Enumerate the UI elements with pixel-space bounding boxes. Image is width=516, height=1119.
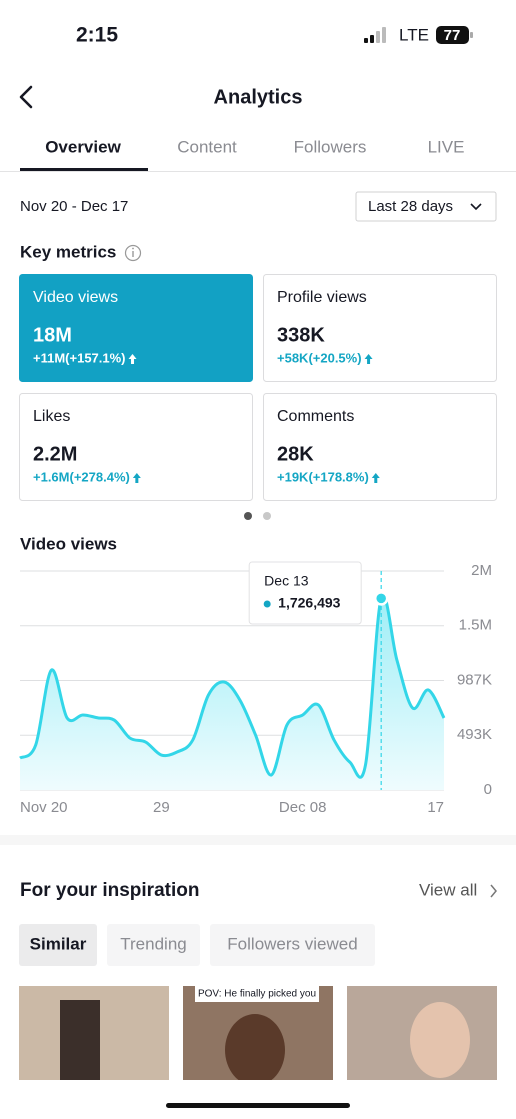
date-range: Nov 20 - Dec 17	[20, 198, 128, 215]
area	[20, 595, 444, 790]
tab[interactable]: Followers	[294, 137, 367, 156]
network-label: LTE	[399, 25, 429, 44]
line	[19, 593, 446, 779]
up-arrow	[128, 354, 137, 364]
filter-chip[interactable]	[107, 924, 200, 966]
tab[interactable]: Overview	[45, 137, 121, 156]
tab[interactable]: LIVE	[428, 137, 465, 156]
tooltip-value: 1,726,493	[278, 595, 340, 611]
page-dot	[263, 512, 271, 520]
metric-change: +11M(+157.1%)	[33, 350, 126, 365]
view-all-chevron	[490, 884, 497, 898]
y-tick-label: 493K	[457, 726, 492, 743]
metric-card[interactable]	[263, 274, 497, 382]
metric-card[interactable]	[263, 393, 497, 501]
battery-level: 77	[444, 27, 461, 44]
status-time: 2:15	[76, 24, 118, 47]
info-icon[interactable]	[124, 244, 142, 262]
y-tick-label: 2M	[471, 562, 492, 579]
metric-label: Comments	[277, 408, 354, 425]
filter-label: Similar	[30, 934, 87, 953]
active-tab-indicator	[20, 168, 148, 171]
tooltip-dot	[263, 600, 271, 608]
battery-cap	[470, 32, 473, 38]
metric-change: +19K(+178.8%)	[277, 469, 369, 484]
x-tick-label: 29	[153, 799, 170, 816]
y-tick-label: 987K	[457, 671, 492, 688]
x-tick-label: Nov 20	[20, 799, 68, 816]
up-arrow	[364, 354, 373, 364]
thumbnail-figure	[60, 1000, 100, 1080]
signal-icon	[364, 27, 386, 43]
filter-label: Followers viewed	[227, 934, 357, 953]
x-tick-label: 17	[427, 799, 444, 816]
section-title: Key metrics	[20, 242, 116, 261]
dropdown-chevron	[470, 203, 482, 211]
battery	[436, 26, 469, 44]
selected-point	[373, 591, 389, 606]
tab[interactable]: Content	[177, 137, 237, 156]
metric-card[interactable]	[19, 274, 253, 382]
inspiration-title: For your inspiration	[20, 880, 199, 901]
metric-card[interactable]	[19, 393, 253, 501]
metric-value: 2.2M	[33, 443, 77, 465]
page-dot-active	[244, 512, 252, 520]
up-arrow	[132, 473, 141, 483]
metric-value: 18M	[33, 324, 72, 346]
filter-chip[interactable]	[19, 924, 97, 966]
tooltip-date: Dec 13	[264, 573, 309, 589]
thumbnail-figure	[225, 1014, 285, 1086]
up-arrow	[371, 473, 380, 483]
period-label: Last 28 days	[368, 198, 453, 215]
home-indicator	[166, 1103, 350, 1108]
section-separator	[0, 835, 516, 845]
metric-value: 338K	[277, 324, 325, 346]
y-tick-label: 1.5M	[459, 617, 492, 634]
view-all[interactable]: View all	[419, 880, 477, 899]
y-tick-label: 0	[484, 781, 492, 798]
x-tick-label: Dec 08	[279, 799, 327, 816]
chart-title: Video views	[20, 534, 117, 553]
metric-label: Profile views	[277, 289, 367, 306]
thumbnail-figure	[410, 1002, 470, 1078]
thumbnail-caption: POV: He finally picked you	[198, 989, 316, 1000]
filter-chip[interactable]	[210, 924, 375, 966]
period-dropdown[interactable]	[355, 191, 497, 222]
metric-label: Likes	[33, 408, 70, 425]
metric-value: 28K	[277, 443, 314, 465]
metric-change: +58K(+20.5%)	[277, 350, 362, 365]
tooltip	[248, 561, 362, 625]
back-button[interactable]	[19, 85, 33, 109]
page-title: Analytics	[214, 86, 303, 108]
metric-change: +1.6M(+278.4%)	[33, 469, 130, 484]
metric-label: Video views	[33, 289, 118, 306]
bottom-area	[0, 1080, 516, 1119]
thumbnail-caption-box	[195, 986, 319, 1002]
tab-divider	[0, 171, 516, 172]
filter-label: Trending	[120, 934, 186, 953]
